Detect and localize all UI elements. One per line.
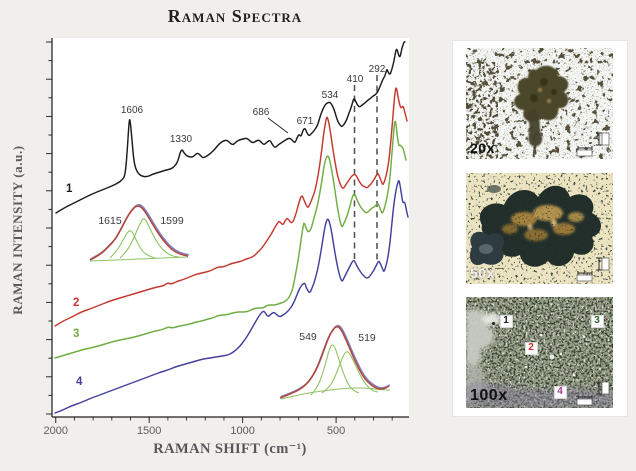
micrograph-panel: 20x [452,40,628,417]
spectrum-number-label: 3 [73,328,79,340]
micrograph-20x-image [466,48,613,159]
x-tick-label: 1000 [230,425,254,437]
spectrum-curve-1 [55,41,406,214]
spectrum-number-label: 1 [66,183,73,195]
deconvolution-inset-1: 1615 1599 [89,203,189,262]
peak-label-671: 671 [297,116,314,127]
magnification-label: 20x [470,140,495,156]
micrograph-50x: 50x [466,173,613,284]
inset-peak-label: 519 [358,332,376,344]
peak-label-1330: 1330 [170,134,193,145]
spot-marker-4: 4 [553,385,567,399]
scale-bar-icon [576,257,610,282]
micrograph-100x-image [466,297,613,408]
x-tick-label: 500 [327,425,345,437]
inset-peak-label: 1599 [160,215,184,227]
magnification-label: 100x [470,387,508,404]
deconvolution-inset-2: 549 519 [279,324,391,400]
inset-peak-label: 549 [299,331,317,343]
peak-label-292: 292 [369,64,386,75]
x-axis-label: RAMAN SHIFT (cm⁻¹) [153,441,307,457]
x-tick-label: 1500 [137,425,161,437]
peak-label-686: 686 [253,107,270,118]
spot-marker-3: 3 [590,314,604,328]
spectra-plot: 2000 1500 1000 500 1615 1599 549 519 4 3 2 1 1606 133… [43,38,409,437]
peak-label-534: 534 [322,90,339,101]
peak-label-1606: 1606 [121,105,144,116]
micrograph-50x-image [466,173,613,284]
micrograph-20x: 20x [466,48,613,159]
peak-label-410: 410 [347,74,364,85]
spot-dot-marker [491,321,495,325]
spectrum-curve-3 [54,120,407,359]
spectrum-curve-4 [54,179,409,414]
annotation-pointer-line [267,117,289,134]
x-tick-label: 2000 [43,425,67,437]
spectrum-number-label: 2 [73,297,79,309]
scale-bar-icon [576,132,610,157]
spot-marker-1: 1 [499,314,513,328]
inset-peak-label: 1615 [98,215,122,227]
magnification-label: 50x [470,265,495,281]
scale-bar-icon [576,381,610,406]
spot-marker-2: 2 [524,341,538,355]
figure-title: Raman Spectra [167,6,303,26]
spectrum-number-label: 4 [76,376,83,388]
spectrum-curve-2 [54,87,408,327]
